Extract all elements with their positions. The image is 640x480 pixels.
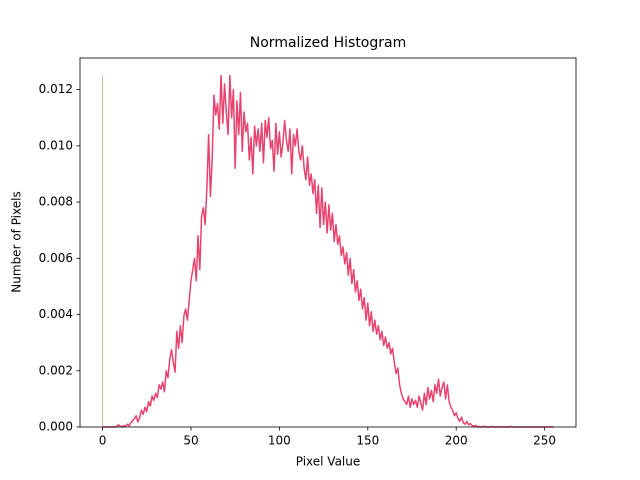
y-tick-label: 0.008 bbox=[39, 195, 73, 209]
x-axis-label: Pixel Value bbox=[296, 455, 361, 469]
y-tick-label: 0.010 bbox=[39, 138, 73, 152]
y-tick-label: 0.002 bbox=[39, 363, 73, 377]
x-tick-label: 100 bbox=[268, 434, 291, 448]
x-tick-label: 50 bbox=[183, 434, 198, 448]
x-tick-label: 0 bbox=[99, 434, 107, 448]
x-tick-label: 200 bbox=[445, 434, 468, 448]
y-axis-label: Number of Pixels bbox=[10, 191, 24, 292]
plot-frame bbox=[79, 57, 577, 428]
x-tick-label: 250 bbox=[533, 434, 556, 448]
y-tick-label: 0.004 bbox=[39, 307, 73, 321]
chart-title: Normalized Histogram bbox=[250, 35, 406, 51]
y-tick-label: 0.012 bbox=[39, 82, 73, 96]
x-tick-label: 150 bbox=[356, 434, 379, 448]
y-tick-label: 0.006 bbox=[39, 251, 73, 265]
y-tick-label: 0.000 bbox=[39, 420, 73, 434]
data-line bbox=[102, 74, 554, 428]
